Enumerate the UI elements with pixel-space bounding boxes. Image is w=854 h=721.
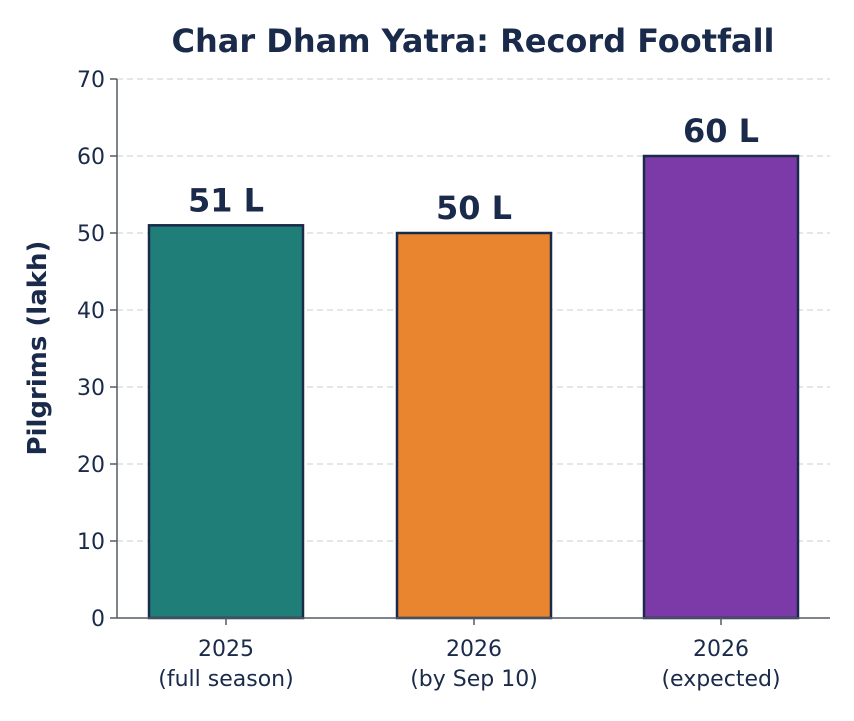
axes xyxy=(110,78,830,625)
x-tick-label: 2025 xyxy=(198,637,254,662)
bar-value-label: 60 L xyxy=(683,112,759,150)
x-tick-label: 2026 xyxy=(446,637,502,662)
y-tick-label: 70 xyxy=(77,68,105,93)
y-tick-label: 10 xyxy=(77,530,105,555)
bar xyxy=(395,231,553,620)
bars xyxy=(147,154,800,620)
y-tick-label: 0 xyxy=(91,607,105,632)
y-tick-label: 60 xyxy=(77,145,105,170)
bar xyxy=(147,224,305,620)
y-tick-label: 30 xyxy=(77,376,105,401)
y-tick-label: 20 xyxy=(77,453,105,478)
y-axis-label: Pilgrims (lakh) xyxy=(23,241,53,456)
bar-value-label: 51 L xyxy=(188,181,264,219)
bar-value-label: 50 L xyxy=(436,189,512,227)
x-tick-sublabel: (by Sep 10) xyxy=(410,667,538,692)
y-tick-label: 50 xyxy=(77,222,105,247)
labels: 0 10 20 30 40 50 60 70 51 L 2025 (full season) 50 L… xyxy=(77,68,781,692)
x-tick-sublabel: (expected) xyxy=(661,667,780,692)
x-tick-label: 2026 xyxy=(693,637,749,662)
y-tick-label: 40 xyxy=(77,299,105,324)
x-tick-sublabel: (full season) xyxy=(158,667,293,692)
bar xyxy=(642,154,800,620)
chart-title: Char Dham Yatra: Record Footfall xyxy=(171,22,774,60)
